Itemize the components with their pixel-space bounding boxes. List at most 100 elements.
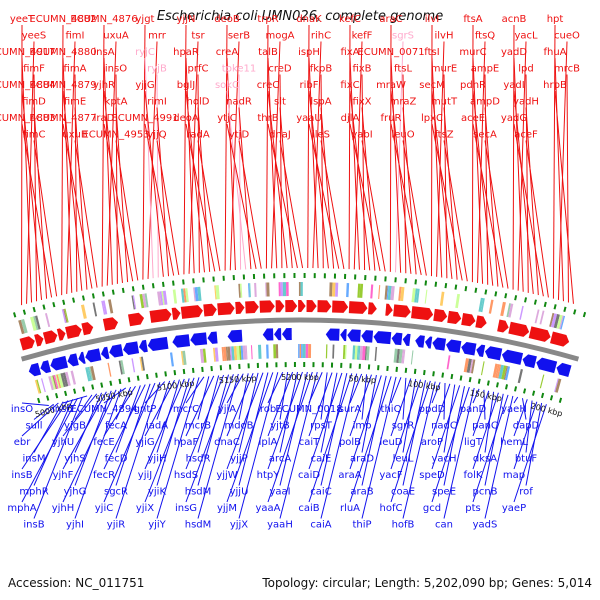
reverse-gene-label: yjhG xyxy=(64,487,87,498)
reverse-gene-arrow xyxy=(190,332,208,346)
forward-gene-label: ECUMN_4917 xyxy=(0,47,56,58)
reverse-leader-line xyxy=(402,378,417,453)
forward-gene-arrow xyxy=(102,317,119,331)
tick-mark xyxy=(532,390,536,396)
reverse-gene-arrow xyxy=(556,362,572,378)
forward-gene-arrow xyxy=(19,336,35,351)
reverse-leader-line xyxy=(443,384,456,453)
reverse-cog-band xyxy=(299,344,302,359)
reverse-cog-band xyxy=(466,358,472,373)
forward-gene-label: ftsI xyxy=(424,47,439,58)
forward-cog-band xyxy=(378,284,381,300)
reverse-leader-line xyxy=(144,378,185,470)
tick-mark xyxy=(558,397,563,403)
forward-cog-band xyxy=(20,318,28,334)
forward-leader-line xyxy=(62,57,73,293)
tick-mark xyxy=(182,368,186,375)
forward-gene-label: yadH xyxy=(513,97,539,108)
reverse-leader-line xyxy=(144,380,175,437)
forward-gene-label: ECUMN_4876 xyxy=(70,14,137,25)
reverse-gene-label: yjiG xyxy=(135,437,154,448)
reverse-leader-line xyxy=(33,403,54,420)
reverse-cog-band xyxy=(70,370,77,385)
forward-leader-line xyxy=(144,90,164,277)
reverse-gene-label: araD xyxy=(350,454,374,465)
forward-leader-line xyxy=(21,57,33,303)
forward-leader-line xyxy=(390,90,412,274)
reverse-cog-band xyxy=(517,369,523,384)
forward-cog-band xyxy=(64,308,69,323)
reverse-gene-arrow xyxy=(501,349,524,365)
reverse-leader-line xyxy=(197,373,239,519)
forward-cog-band xyxy=(508,303,514,318)
reverse-leader-line xyxy=(279,371,299,453)
tick-mark xyxy=(553,304,557,310)
reverse-cog-band xyxy=(41,378,46,393)
forward-gene-label: fimD xyxy=(22,97,46,108)
forward-gene-label: ftsL xyxy=(394,64,412,75)
forward-cog-band xyxy=(488,299,494,314)
forward-leader-line xyxy=(361,140,386,272)
forward-leader-line xyxy=(103,123,134,282)
forward-leader-line xyxy=(144,57,154,279)
forward-cog-band xyxy=(346,283,350,298)
forward-leader-line xyxy=(557,41,568,300)
forward-gene-arrow xyxy=(475,315,487,329)
forward-gene-label: ilvH xyxy=(435,31,454,42)
forward-leader-line xyxy=(554,90,574,304)
reverse-cog-band xyxy=(212,347,216,362)
forward-gene-label: fimC xyxy=(22,130,45,141)
reverse-gene-label: insB xyxy=(23,520,44,531)
reverse-gene-label: dksA xyxy=(473,454,497,465)
forward-leader-line xyxy=(554,57,564,302)
genome-backbone-arc xyxy=(20,317,580,362)
reverse-gene-label: ECUMN_0018 xyxy=(275,404,342,415)
forward-gene-label: ispH xyxy=(298,47,320,58)
kbp-tick-label: 5050 kbp xyxy=(95,388,134,404)
tick-mark xyxy=(109,380,113,386)
forward-gene-arrow xyxy=(332,300,349,313)
forward-leader-line xyxy=(307,24,310,269)
forward-cog-band xyxy=(387,285,392,300)
forward-cog-band xyxy=(248,283,250,298)
reverse-gene-arrow xyxy=(50,355,69,371)
forward-gene-label: ECUMN_4879 xyxy=(29,80,96,91)
forward-gene-arrow xyxy=(42,330,58,345)
reverse-gene-arrow xyxy=(373,331,392,345)
forward-gene-label: fruR xyxy=(381,113,402,124)
reverse-cog-band xyxy=(225,346,229,361)
forward-cog-band xyxy=(92,302,98,317)
forward-leader-line xyxy=(271,41,281,269)
forward-gene-label: hpt xyxy=(547,14,564,25)
reverse-cog-band xyxy=(374,346,378,361)
forward-gene-arrow xyxy=(180,305,203,319)
forward-cog-band xyxy=(108,299,114,314)
forward-leader-line xyxy=(33,107,48,299)
reverse-cog-band xyxy=(85,367,91,382)
reverse-leader-line xyxy=(226,372,274,503)
forward-gene-arrow xyxy=(203,303,217,317)
forward-leader-line xyxy=(142,24,146,280)
forward-gene-arrow xyxy=(317,300,332,313)
reverse-cog-band xyxy=(469,359,474,374)
forward-gene-label: secM xyxy=(419,80,445,91)
reverse-leader-line xyxy=(472,394,509,503)
reverse-cog-band xyxy=(62,372,69,387)
forward-leader-line xyxy=(320,107,335,269)
forward-gene-arrow xyxy=(368,302,377,315)
reverse-gene-label: mphA xyxy=(7,503,36,514)
forward-leader-line xyxy=(349,57,360,270)
forward-gene-label: mraZ xyxy=(390,97,417,108)
reverse-cog-band xyxy=(364,346,367,361)
forward-gene-label: tpke11 xyxy=(222,64,257,75)
forward-gene-label: fimA xyxy=(64,64,87,75)
forward-leader-line xyxy=(279,107,293,269)
tick-mark xyxy=(155,372,158,378)
forward-cog-band xyxy=(172,289,178,304)
forward-leader-line xyxy=(517,41,527,291)
reverse-gene-label: yjjU xyxy=(230,487,249,498)
forward-gene-label: creC xyxy=(257,80,280,91)
reverse-gene-label: yjhI xyxy=(66,520,84,531)
forward-gene-arrow xyxy=(259,300,275,313)
reverse-gene-label: mphR xyxy=(19,487,48,498)
